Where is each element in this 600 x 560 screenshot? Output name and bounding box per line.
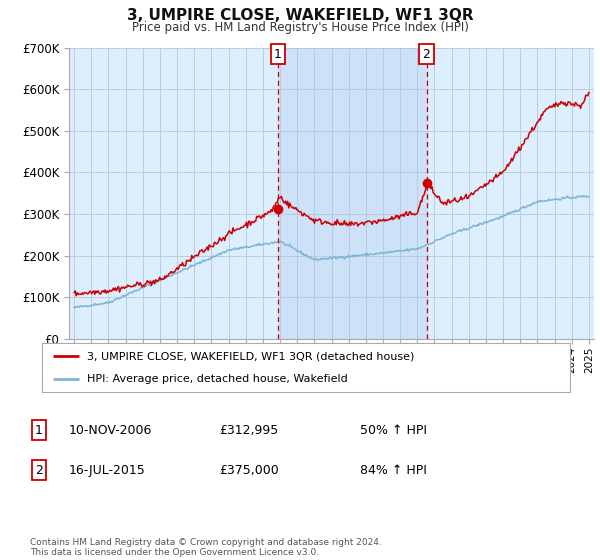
Text: 3, UMPIRE CLOSE, WAKEFIELD, WF1 3QR (detached house): 3, UMPIRE CLOSE, WAKEFIELD, WF1 3QR (det… bbox=[87, 352, 414, 361]
Text: 3, UMPIRE CLOSE, WAKEFIELD, WF1 3QR: 3, UMPIRE CLOSE, WAKEFIELD, WF1 3QR bbox=[127, 8, 473, 24]
Text: 1: 1 bbox=[274, 48, 281, 60]
Text: 2: 2 bbox=[422, 48, 430, 60]
Text: HPI: Average price, detached house, Wakefield: HPI: Average price, detached house, Wake… bbox=[87, 374, 347, 384]
Text: £312,995: £312,995 bbox=[219, 423, 278, 437]
Text: £375,000: £375,000 bbox=[219, 464, 279, 477]
Text: 16-JUL-2015: 16-JUL-2015 bbox=[69, 464, 146, 477]
Bar bbox=[278, 48, 427, 339]
Text: 50% ↑ HPI: 50% ↑ HPI bbox=[360, 423, 427, 437]
Text: 1: 1 bbox=[35, 423, 43, 437]
Text: Contains HM Land Registry data © Crown copyright and database right 2024.
This d: Contains HM Land Registry data © Crown c… bbox=[30, 538, 382, 557]
Text: Price paid vs. HM Land Registry's House Price Index (HPI): Price paid vs. HM Land Registry's House … bbox=[131, 21, 469, 34]
Text: 2: 2 bbox=[35, 464, 43, 477]
Text: 84% ↑ HPI: 84% ↑ HPI bbox=[360, 464, 427, 477]
Text: 10-NOV-2006: 10-NOV-2006 bbox=[69, 423, 152, 437]
